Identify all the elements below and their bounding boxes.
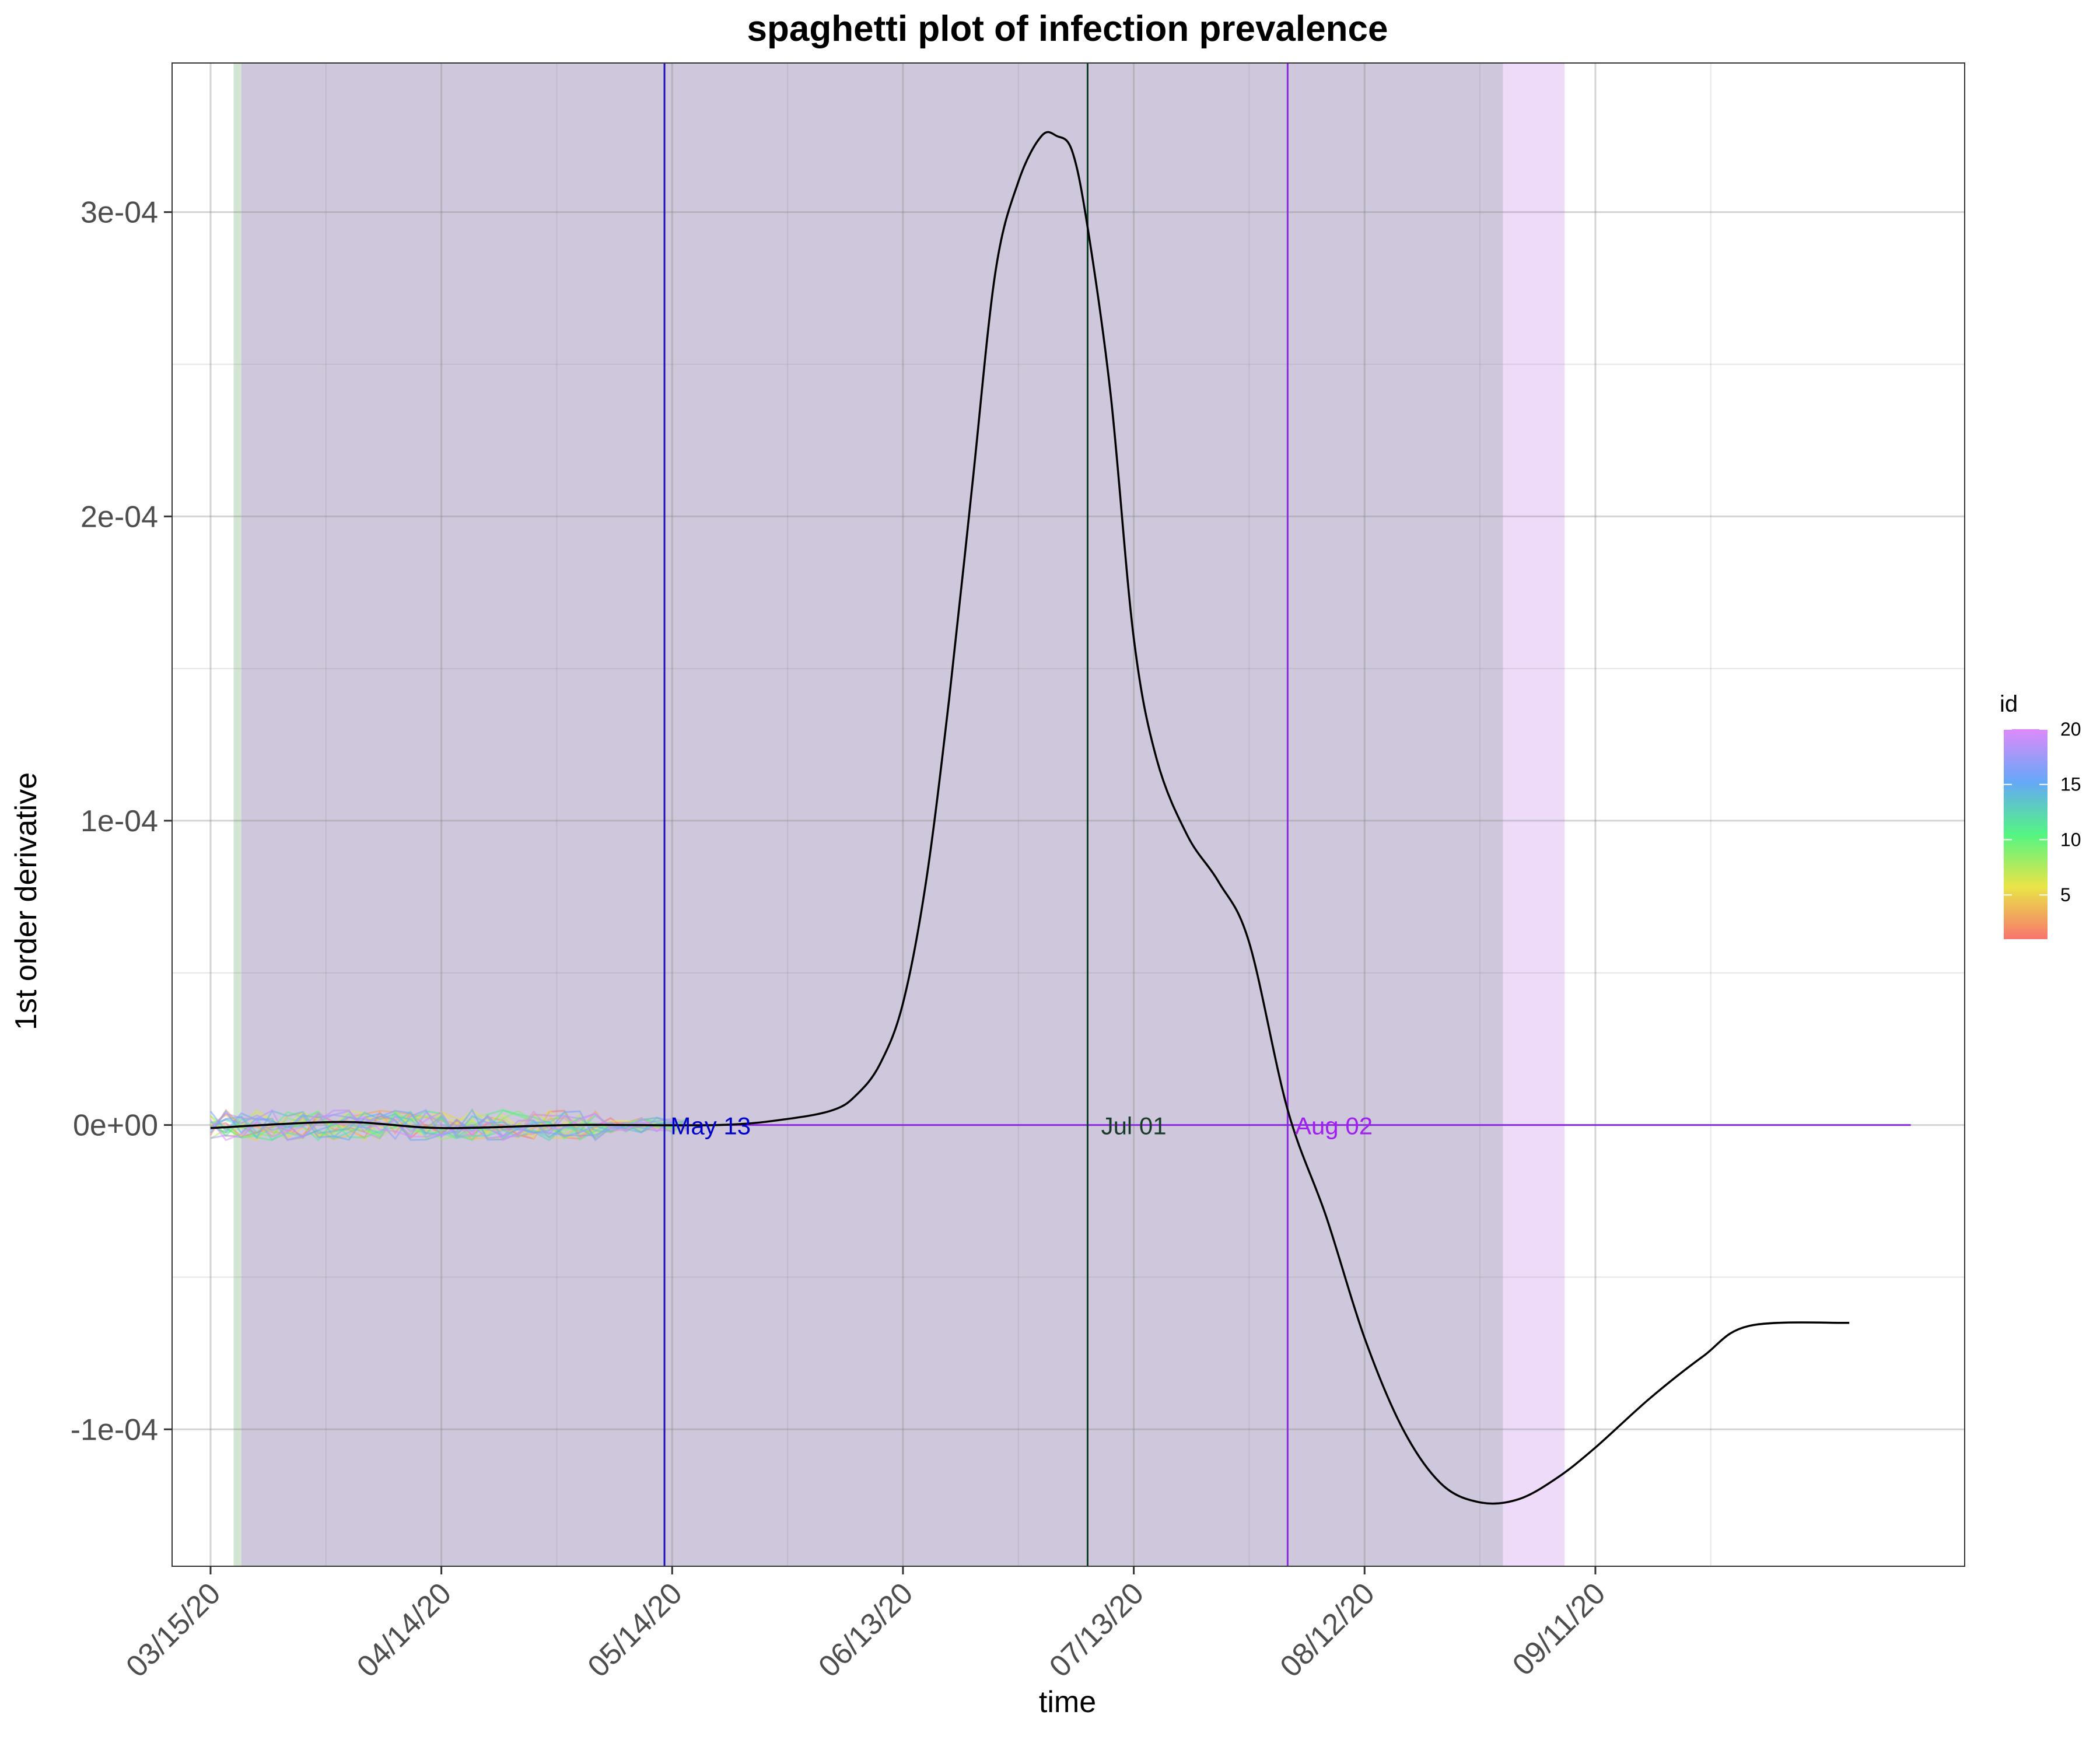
reference-lines-layer xyxy=(663,63,1911,1566)
legend-label-1: 20 xyxy=(2060,719,2081,740)
legend-colorbar xyxy=(2004,729,2048,939)
shaded-region-1 xyxy=(233,63,242,1566)
legend-label-2: 15 xyxy=(2060,774,2081,795)
y-tick-label-2: 0e+00 xyxy=(73,1109,158,1143)
y-tick-label-5: 3e-04 xyxy=(80,196,158,230)
x-tick-label-5: 07/13/20 xyxy=(1043,1576,1150,1684)
x-axis-title: time xyxy=(1039,1685,1096,1719)
annotation-layer: May 13 Jul 01 Aug 02 xyxy=(670,1112,1373,1140)
fitted-line-layer xyxy=(210,131,1850,1505)
legend-label-3: 10 xyxy=(2060,829,2081,850)
panel-border xyxy=(172,62,1965,1567)
spaghetti-line-id-19 xyxy=(209,1109,688,1142)
color-legend: id 20 15 10 5 xyxy=(2000,691,2081,939)
fitted-curve xyxy=(210,131,1850,1505)
y-tick-label-3: 1e-04 xyxy=(80,804,158,838)
chart-title: spaghetti plot of infection prevalence xyxy=(747,9,1388,49)
shaded-region-2 xyxy=(241,63,1503,1566)
y-tick-label-1: -1e-04 xyxy=(71,1413,158,1447)
spaghetti-line-id-20 xyxy=(209,1110,688,1142)
x-tick-label-3: 05/14/20 xyxy=(582,1576,689,1684)
legend-title: id xyxy=(2000,691,2018,717)
x-tick-label-1: 03/15/20 xyxy=(120,1576,227,1684)
annotation-label-1: May 13 xyxy=(670,1112,751,1140)
annotation-label-3: Aug 02 xyxy=(1295,1112,1373,1140)
annotation-label-2: Jul 01 xyxy=(1101,1112,1167,1140)
legend-labels: 20 15 10 5 xyxy=(2004,719,2081,905)
x-tick-label-7: 09/11/20 xyxy=(1506,1576,1612,1682)
x-tick-label-6: 08/12/20 xyxy=(1274,1576,1381,1684)
x-tick-label-4: 06/13/20 xyxy=(812,1576,919,1684)
x-tick-label-2: 04/14/20 xyxy=(351,1576,458,1684)
shaded-region-3 xyxy=(1503,63,1565,1566)
y-axis-title: 1st order derivative xyxy=(9,772,43,1030)
y-tick-label-4: 2e-04 xyxy=(80,500,158,534)
background-layer xyxy=(172,63,1965,1566)
legend-label-4: 5 xyxy=(2060,884,2071,905)
